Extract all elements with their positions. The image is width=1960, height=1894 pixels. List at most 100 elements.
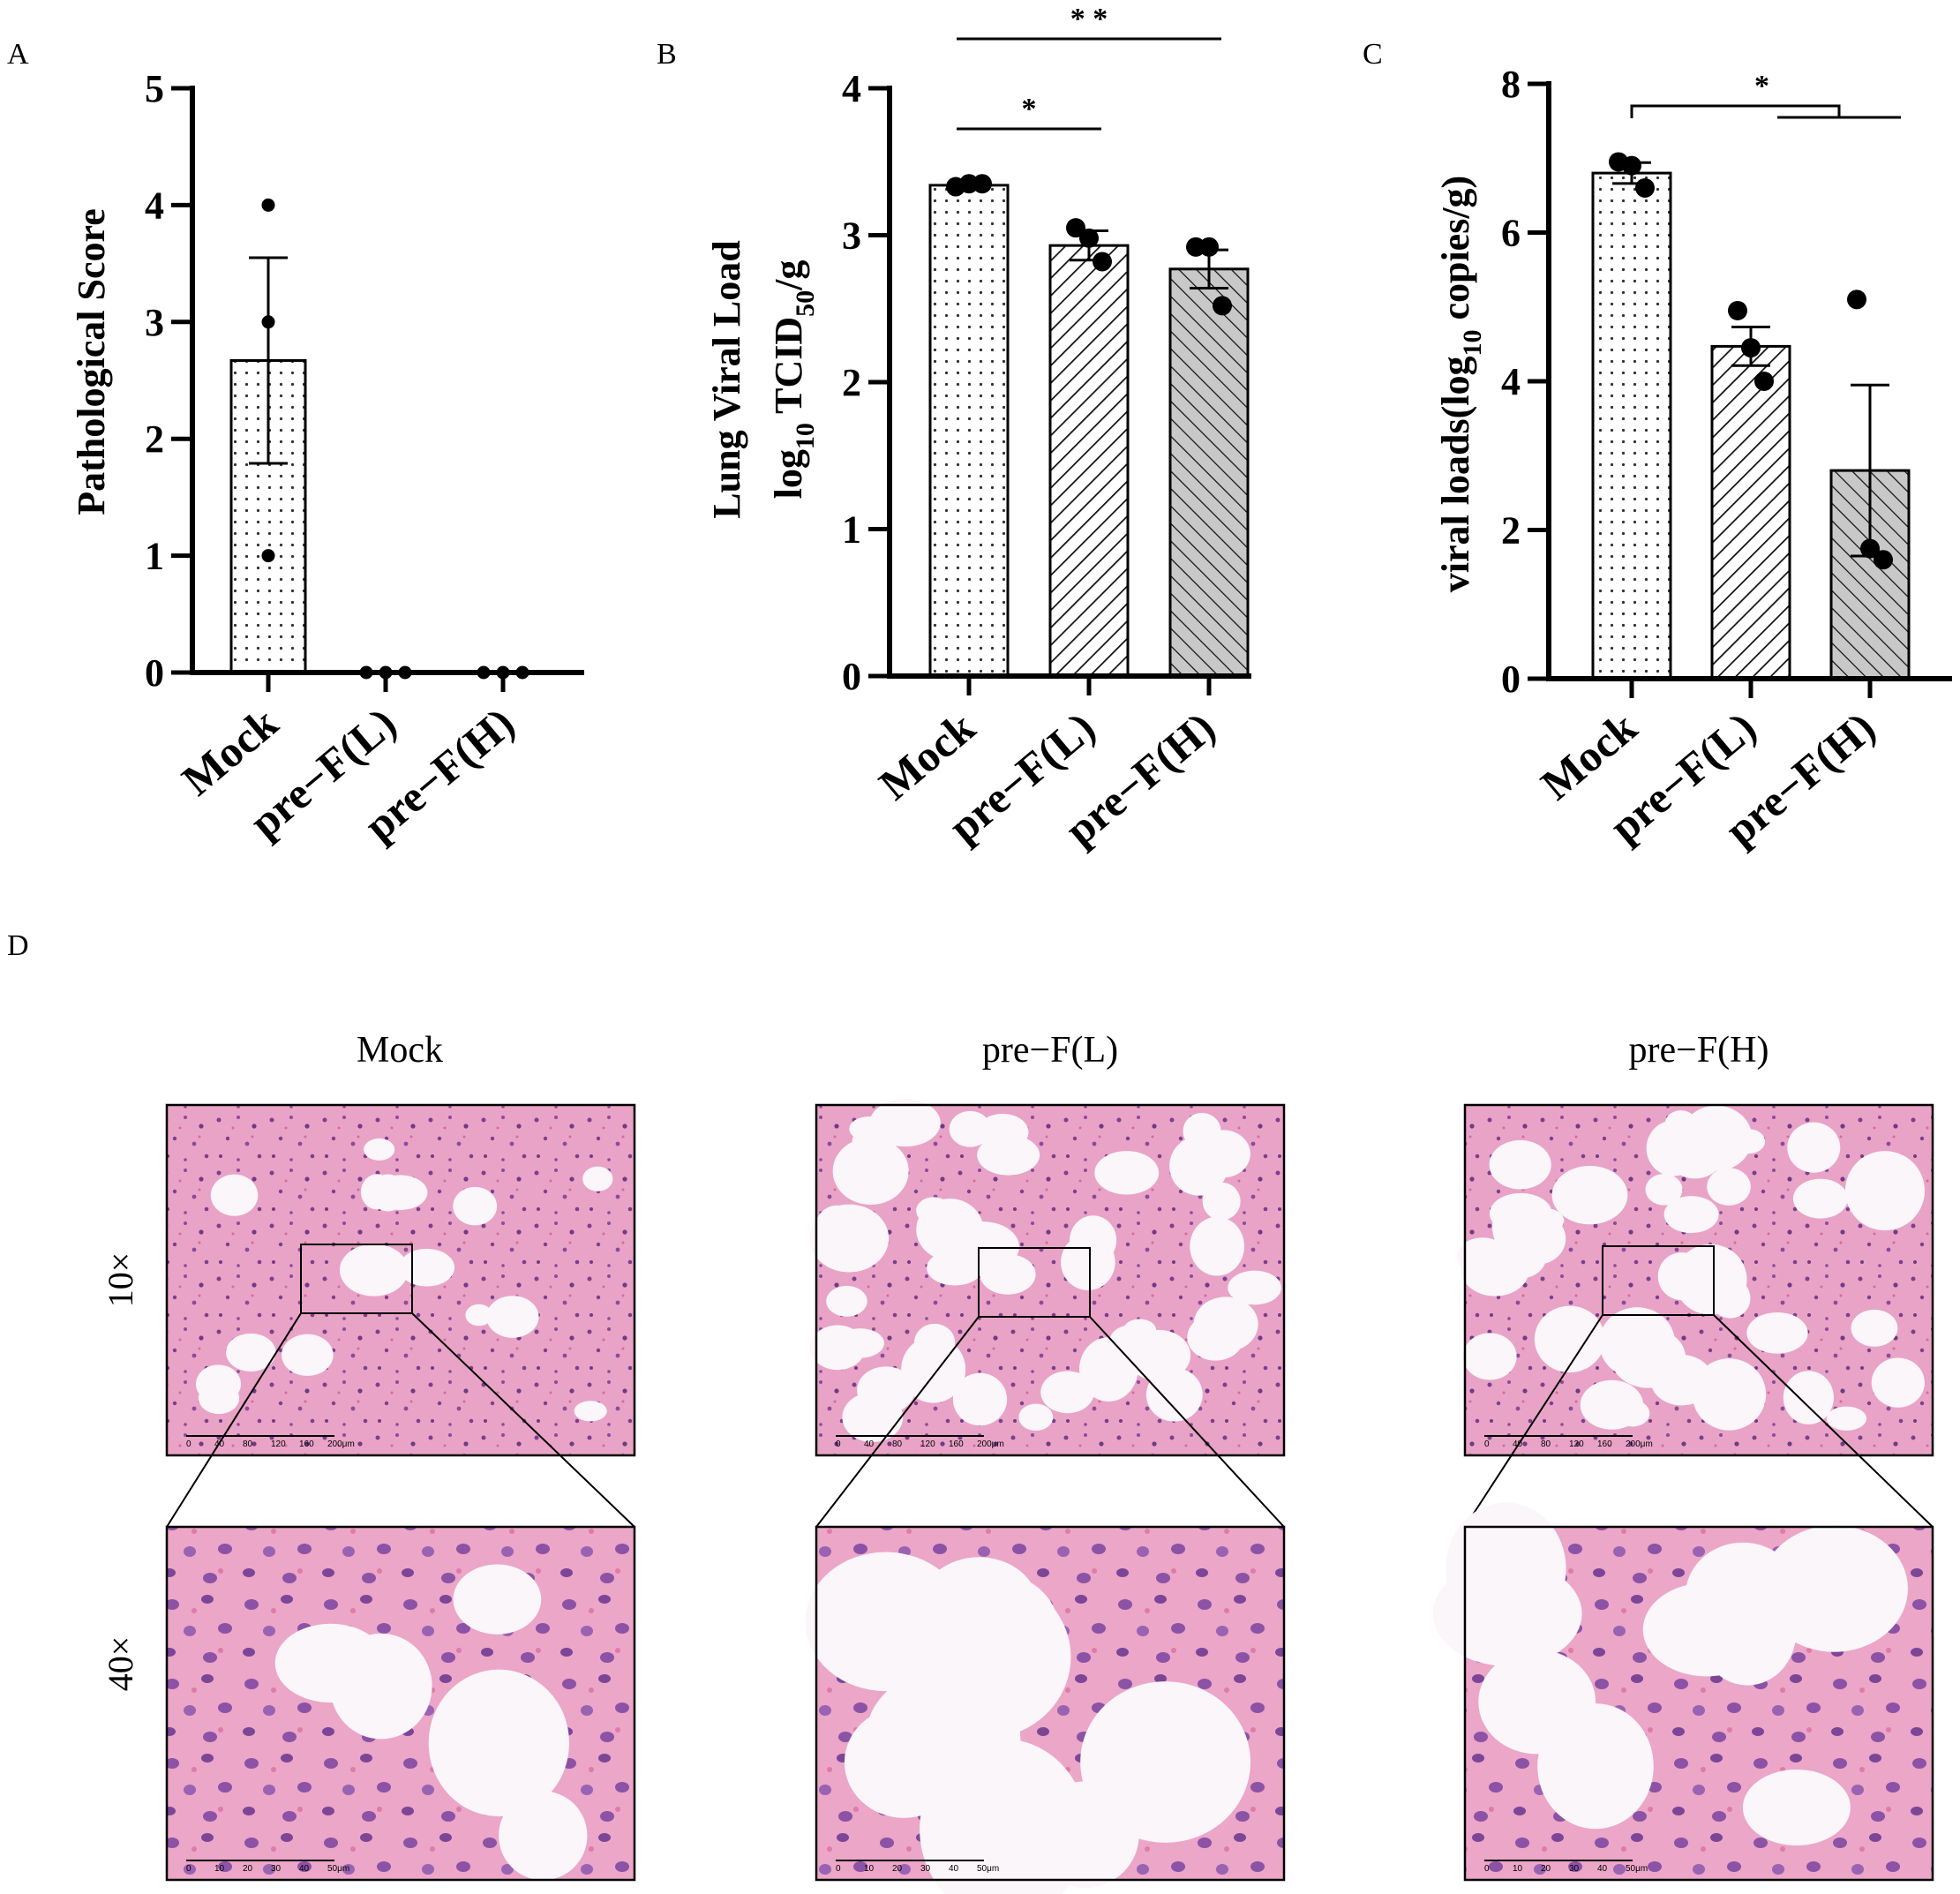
histology-10x-alveolus-mock-10 [226, 1333, 276, 1372]
histology-40x-scale-label-pref-h-5: 50μm [1626, 1864, 1648, 1874]
histology-10x-alveolus-pref-h-27 [1792, 1178, 1848, 1219]
histology-10x-alveolus-pref-h-15 [1826, 1406, 1867, 1431]
histology-10x-alveolus-mock-8 [453, 1186, 498, 1226]
histology-10x-alveolus-pref-h-23 [1528, 1208, 1565, 1233]
histology-40x-scale-label-mock-1: 10 [214, 1864, 225, 1874]
histology-40x-alveolus-pref-h-8 [1685, 1542, 1801, 1650]
histology-10x-alveolus-pref-h-30 [1534, 1305, 1605, 1373]
histology-10x-scale-label-pref-l-1: 40 [864, 1439, 875, 1449]
chart-b: 0 1 2 3 4 * * * Mock pre−F(L) pre−F(H) Lung V… [705, 3, 1251, 855]
histology-40x-scale-label-pref-h-4: 40 [1597, 1864, 1608, 1874]
histology-10x-alveolus-pref-l-19 [1040, 1371, 1094, 1414]
histology-10x-scale-label-pref-l-0: 0 [836, 1439, 841, 1449]
histology-10x-alveolus-pref-h-25 [1657, 1252, 1706, 1301]
chart-c-ylabel: viral loads(log10 copies/g) [1434, 176, 1487, 592]
chart-a-bars [190, 86, 584, 692]
histology-10x-alveolus-mock-11 [198, 1382, 240, 1415]
chart-a-point-mock-3 [261, 549, 275, 563]
histology-column-pref-h: pre−F(H) [1629, 1030, 1769, 1071]
histology-40x-scale-label-pref-l-4: 40 [949, 1864, 959, 1874]
histology-40x-scale-label-pref-l-2: 20 [892, 1864, 903, 1874]
histology-images: 0 40 80 120 160 200μm 0 10 20 30 40 50μm 0 40 80 120 160… [165, 1099, 1934, 1894]
chart-b-sig-label-1: * [1022, 93, 1037, 125]
chart-a-ytick-label-0: 0 [145, 651, 164, 695]
chart-c-bar-pref-l [1710, 344, 1791, 680]
histology-40x-scale-label-pref-h-3: 30 [1569, 1864, 1580, 1874]
chart-a-ytick-label-3: 3 [145, 301, 164, 344]
histology-40x-alveolus-pref-l-7 [1080, 1681, 1250, 1843]
histology-10x-alveolus-pref-l-28 [1018, 1403, 1054, 1432]
chart-c-sig-label: * [1754, 70, 1769, 102]
histology-10x-scale-label-mock-0: 0 [186, 1439, 191, 1449]
panel-label-d: D [7, 929, 29, 962]
histology-10x-alveolus-pref-l-29 [1094, 1151, 1160, 1195]
histology-10x-alveolus-pref-h-34 [1462, 1333, 1517, 1380]
chart-c-ylabel-pre: viral loads(log [1434, 357, 1477, 593]
histology-10x-alveolus-pref-l-31 [809, 1204, 890, 1273]
histology-10x-alveolus-pref-h-29 [1645, 1173, 1683, 1206]
histology-10x-scale-label-pref-l-3: 120 [920, 1439, 935, 1449]
chart-c-bar-mock [1591, 171, 1672, 680]
histology-10x-alveolus-pref-h-35 [1787, 1122, 1841, 1173]
chart-b-ytick-label-4: 4 [842, 67, 861, 110]
chart-b-ytick-label-3: 3 [842, 214, 861, 258]
chart-b-sig-label-2: * * [1070, 3, 1108, 35]
histology-40x-alveolus-pref-l-9 [897, 1575, 1071, 1740]
histology-10x-alveolus-mock-13 [486, 1296, 539, 1338]
chart-a-ytick-label-4: 4 [145, 184, 164, 227]
histology-10x-alveolus-pref-l-15 [952, 1372, 1008, 1426]
histology-10x-frame-pref-l [815, 1103, 1286, 1457]
chart-b-ylabel-log: log [767, 449, 810, 499]
histology-10x-alveolus-pref-h-36 [1844, 1151, 1926, 1231]
chart-c-point-pref-l-2 [1741, 338, 1761, 358]
histology-10x-alveolus-pref-l-33 [1070, 1215, 1117, 1266]
histology-10x-alveolus-pref-l-26 [1126, 1329, 1191, 1381]
histology-10x-alveolus-mock-15 [465, 1304, 492, 1327]
histology-column-mock: Mock [357, 1030, 443, 1071]
histology-10x-scale-label-mock-4: 160 [299, 1439, 314, 1449]
histology-40x-scale-label-mock-4: 40 [299, 1864, 310, 1874]
chart-b-ylabel-line2: log10 TCID50/g [767, 260, 820, 500]
chart-c-point-pref-h-2 [1860, 538, 1880, 559]
chart-c-ytick-label-8: 8 [1501, 63, 1521, 106]
histology-10x-scale-label-mock-2: 80 [243, 1439, 253, 1449]
histology-40x-scale-label-mock-5: 50μm [327, 1864, 349, 1874]
histology-10x-alveolus-pref-l-23 [1145, 1367, 1203, 1422]
chart-c-significance: * [1630, 70, 1901, 119]
histology-40x-scale-label-pref-l-5: 50μm [977, 1864, 999, 1874]
histology-10x-alveolus-pref-h-17 [1732, 1129, 1766, 1154]
chart-b-bars [887, 86, 1251, 695]
histology-10x-alveolus-pref-h-6 [1551, 1166, 1628, 1225]
histology-10x-scale-label-mock-3: 120 [271, 1439, 286, 1449]
chart-b-point-pref-l-3 [1093, 252, 1112, 272]
histology-40x-alveolus-mock-2 [453, 1564, 542, 1635]
histology-row-10x: 10× [101, 1252, 140, 1308]
histology-10x-alveolus-pref-h-39 [1709, 1278, 1751, 1319]
chart-a-ytick-label-5: 5 [145, 67, 164, 110]
histology-40x-frame-pref-h [1463, 1525, 1934, 1882]
histology-10x-frame-mock [165, 1103, 636, 1457]
histology-connector-left-pref-l [815, 1316, 980, 1528]
chart-b-ytick-label-0: 0 [842, 655, 861, 698]
chart-c-ticks: 0 2 4 6 8 [1501, 63, 1549, 701]
histology-panel: Mock pre−F(L) pre−F(H) 10× 40× 0 40 80 120 1… [101, 1030, 1934, 1894]
chart-b-ylabel-perg: /g [767, 260, 810, 291]
histology-10x-alveolus-mock-7 [582, 1166, 613, 1191]
histology-zoom-box-pref-l [978, 1247, 1091, 1318]
chart-b-point-pref-l-1 [1066, 218, 1085, 238]
histology-10x-frame-pref-h [1463, 1103, 1934, 1457]
histology-row-40x: 40× [101, 1636, 140, 1692]
chart-c-point-pref-h-3 [1874, 550, 1893, 570]
histology-connector-right-mock [411, 1312, 635, 1528]
chart-c-ylabel-post: copies/g) [1434, 176, 1477, 330]
histology-40x-scale-label-pref-h-0: 0 [1484, 1864, 1490, 1874]
chart-b-bar-pref-l [1048, 244, 1130, 678]
histology-zoom-box-mock [300, 1244, 413, 1314]
histology-10x-alveolus-pref-l-39 [976, 1113, 1029, 1151]
chart-c-point-mock-2 [1622, 155, 1641, 176]
histology-10x-scale-label-pref-h-0: 0 [1484, 1439, 1490, 1449]
panel-label-c: C [1363, 38, 1383, 71]
chart-b-point-mock-3 [972, 174, 992, 194]
